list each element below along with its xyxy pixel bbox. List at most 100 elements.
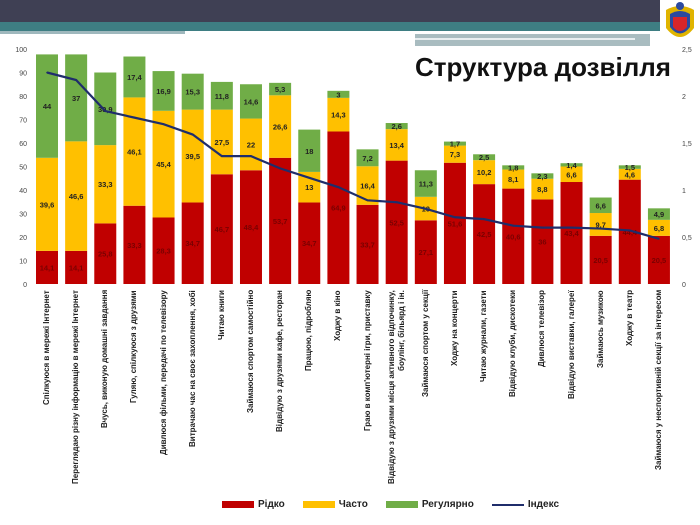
data-label: 30,9 (98, 105, 113, 114)
y-tick-label: 30 (19, 212, 27, 219)
bar-ridko (443, 162, 466, 284)
bar-ridko (385, 160, 408, 284)
index-point (279, 167, 281, 170)
bar-ridko (414, 220, 437, 284)
index-point (395, 201, 398, 204)
bar-rehuliarno (473, 154, 496, 161)
x-tick-label: Займаюся спортом самостійно (245, 290, 255, 414)
y-tick-label: 90 (19, 71, 27, 78)
bar-ridko (502, 188, 525, 284)
bar-ridko (94, 223, 117, 284)
data-label: 2,5 (479, 153, 489, 162)
data-label: 15,3 (185, 88, 200, 97)
bar-rehuliarno (414, 170, 437, 197)
x-tick-label: Дивлюся фільми, передачі по телевізору (158, 290, 168, 455)
bar-rehuliarno (560, 163, 583, 167)
x-tick-label: Відвідую з друзями кафе, ресторан (275, 290, 285, 432)
data-label: 16,4 (360, 182, 375, 191)
bar-chasto (560, 166, 583, 183)
data-label: 11,8 (215, 92, 229, 101)
data-label: 33,3 (127, 241, 142, 250)
bar-rehuliarno (123, 56, 146, 98)
bar-ridko (356, 204, 379, 284)
index-point (46, 71, 48, 74)
data-label: 4,9 (654, 210, 664, 219)
index-point (425, 208, 427, 210)
x-tick-label: Відвідую з друзями місця активного відпо… (386, 290, 406, 484)
data-label: 44,4 (622, 228, 637, 237)
bar-chasto (502, 169, 525, 189)
data-label: 36 (538, 238, 546, 247)
y-tick-label: 70 (19, 118, 27, 125)
index-point (658, 238, 660, 240)
data-label: 43,4 (564, 229, 579, 238)
bar-chasto (385, 129, 408, 161)
legend-swatch (222, 501, 254, 508)
legend: Рідко Часто Регулярно Індекс (222, 499, 559, 510)
index-point (75, 79, 77, 81)
data-label: 6,8 (654, 224, 664, 233)
data-label: 4,6 (625, 170, 635, 179)
data-label: 1,7 (450, 140, 460, 149)
bar-rehuliarno (269, 82, 292, 96)
legend-line (491, 503, 524, 506)
index-point (337, 186, 340, 188)
y-tick-label: 50 (19, 165, 27, 172)
bar-chasto (531, 178, 554, 200)
legend-label: Часто (338, 499, 368, 510)
x-tick-label: Спілкуюся в мережі Інтернет (42, 290, 51, 405)
data-label: 48,4 (244, 223, 259, 232)
index-point (366, 199, 369, 202)
bar-rehuliarno (531, 173, 554, 179)
bar-ridko (589, 235, 612, 284)
data-label: 8,8 (537, 185, 547, 194)
bar-chasto (94, 145, 117, 224)
data-label: 22 (247, 140, 255, 149)
y2-tick-label: 0,5 (682, 235, 692, 242)
index-point (221, 155, 223, 157)
header-gray-bar (415, 34, 650, 46)
y2-tick-label: 2 (682, 94, 686, 101)
bar-chasto (356, 166, 379, 205)
x-tick-label: Відвідую клуби, дискотеки (508, 290, 518, 398)
header-stripe-light (0, 31, 185, 34)
legend-swatch (302, 501, 335, 508)
y2-tick-label: 0 (682, 282, 686, 289)
bar-rehuliarno (210, 81, 233, 110)
bar-ridko (647, 235, 670, 284)
bar-rehuliarno (94, 72, 117, 146)
x-tick-label: Гуляю, спілкуюся з друзями (129, 290, 139, 403)
x-tick-label: Дивлюся телевізор (537, 290, 547, 368)
legend-item-chasto: Часто (302, 499, 368, 510)
data-label: 14,6 (244, 97, 259, 106)
x-tick-label: Ходжу в театр (624, 290, 634, 347)
data-label: 20,5 (593, 256, 608, 265)
index-point (133, 116, 136, 119)
data-label: 20,5 (652, 256, 667, 265)
data-label: 37 (72, 94, 80, 103)
bar-chasto (618, 168, 641, 180)
legend-item-index: Індекс (491, 499, 559, 510)
bar-chasto (123, 97, 146, 206)
legend-label: Рідко (258, 499, 285, 510)
bar-rehuliarno (589, 197, 612, 214)
y-tick-label: 40 (19, 188, 27, 195)
bar-ridko (181, 202, 204, 284)
bar-rehuliarno (239, 84, 262, 119)
bar-chasto (210, 109, 233, 175)
x-tick-label: Займаюся у неспортивній секції за інтере… (653, 290, 663, 471)
bar-chasto (327, 97, 350, 132)
bar-chasto (269, 95, 292, 158)
legend-item-rehuliarno: Регулярно (385, 499, 474, 510)
x-tick-label: Займаюсь музикою (595, 290, 605, 368)
data-label: 14,1 (40, 263, 55, 272)
bar-rehuliarno (647, 208, 670, 220)
y-tick-label: 10 (19, 259, 27, 266)
index-point (308, 176, 311, 179)
x-tick-label: Граю в комп'ютерні ігри, приставку (362, 290, 372, 431)
index-point (191, 133, 194, 136)
bar-rehuliarno (618, 165, 641, 169)
emblem-logo (666, 2, 694, 37)
data-label: 2,3 (537, 172, 547, 181)
